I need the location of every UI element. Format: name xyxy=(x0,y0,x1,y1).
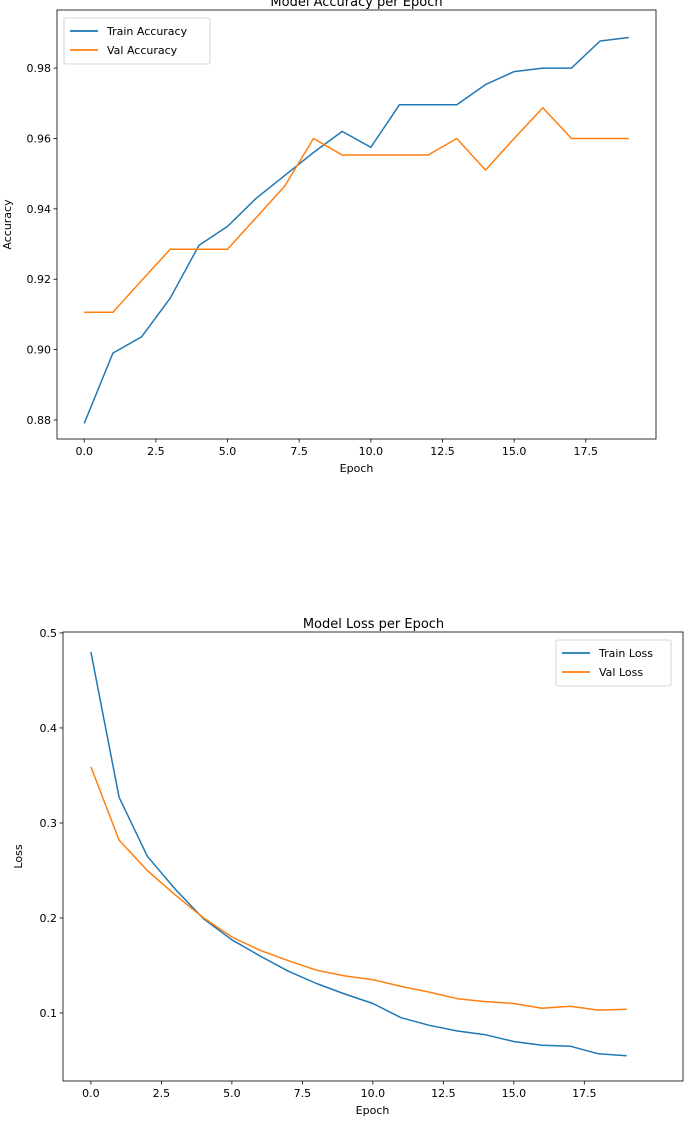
series-line-train-loss xyxy=(90,651,627,1057)
x-tick-label: 2.5 xyxy=(153,1087,171,1100)
y-tick-label: 0.92 xyxy=(27,273,52,286)
legend: Train Loss Val Loss xyxy=(555,639,672,687)
y-axis-label: Loss xyxy=(12,844,25,868)
x-tick-label: 0.0 xyxy=(82,1087,100,1100)
series-line-train-accuracy xyxy=(83,36,629,424)
series-line-val-loss xyxy=(90,766,627,1011)
y-tick-label: 0.94 xyxy=(27,203,52,216)
legend-label: Train Loss xyxy=(598,647,653,660)
chart-title: Model Loss per Epoch xyxy=(303,617,444,632)
x-tick-label: 15.0 xyxy=(502,1087,527,1100)
axes-frame xyxy=(62,631,684,1082)
x-tick-label: 12.5 xyxy=(431,1087,456,1100)
y-tick-label: 0.96 xyxy=(27,132,52,145)
y-tick-label: 0.3 xyxy=(40,817,58,830)
y-tick-label: 0.2 xyxy=(40,912,58,925)
x-axis-label: Epoch xyxy=(340,462,374,475)
series-line-val-accuracy xyxy=(84,107,629,314)
chart-1: 0.0 2.5 5.0 7.5 10.0 12.5 15.0 17.5 0.1 0.2 0.3 0.4… xyxy=(12,617,684,1117)
axes-frame xyxy=(56,9,657,440)
legend-label: Val Loss xyxy=(599,666,643,679)
y-tick-label: 0.5 xyxy=(40,627,58,640)
legend-label: Train Accuracy xyxy=(106,25,188,38)
x-tick-label: 17.5 xyxy=(572,1087,597,1100)
legend-box xyxy=(555,639,672,687)
legend: Train Accuracy Val Accuracy xyxy=(63,17,211,65)
y-axis-label: Accuracy xyxy=(1,199,14,250)
legend-box xyxy=(63,17,211,65)
legend-label: Val Accuracy xyxy=(107,44,178,57)
x-tick-label: 15.0 xyxy=(502,445,527,458)
x-tick-label: 10.0 xyxy=(359,445,384,458)
y-tick-label: 0.90 xyxy=(27,344,52,357)
x-tick-label: 12.5 xyxy=(430,445,455,458)
x-tick-label: 0.0 xyxy=(75,445,93,458)
x-tick-label: 2.5 xyxy=(147,445,165,458)
x-tick-label: 7.5 xyxy=(294,1087,312,1100)
chart-0: 0.0 2.5 5.0 7.5 10.0 12.5 15.0 17.5 0.88 0.90 0.92… xyxy=(1,0,657,475)
chart-title: Model Accuracy per Epoch xyxy=(270,0,442,10)
x-tick-label: 5.0 xyxy=(223,1087,241,1100)
x-tick-label: 5.0 xyxy=(219,445,237,458)
x-tick-label: 17.5 xyxy=(574,445,599,458)
x-tick-label: 10.0 xyxy=(361,1087,386,1100)
y-tick-label: 0.88 xyxy=(27,414,52,427)
y-tick-label: 0.4 xyxy=(40,722,58,735)
x-axis-label: Epoch xyxy=(356,1104,390,1117)
y-tick-label: 0.1 xyxy=(40,1007,58,1020)
x-tick-label: 7.5 xyxy=(290,445,308,458)
y-tick-label: 0.98 xyxy=(27,62,52,75)
